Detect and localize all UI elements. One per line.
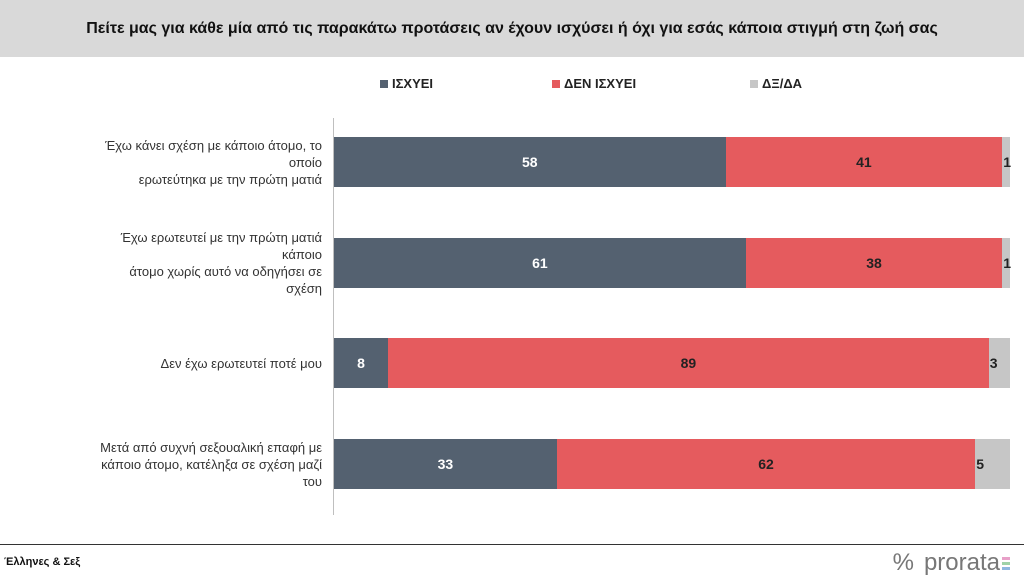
footer-divider [0, 544, 1024, 545]
data-label: 8 [357, 355, 365, 371]
data-label: 61 [532, 255, 548, 271]
bar-segment: 61 [334, 238, 746, 288]
category-label: Έχω ερωτευτεί με την πρώτη ματιά κάποιο ά… [120, 230, 322, 296]
chart-title: Πείτε μας για κάθε μία από τις παρακάτω … [86, 19, 938, 37]
data-label: 5 [976, 456, 985, 472]
data-label: 41 [856, 154, 872, 170]
legend-label: ΙΣΧΥΕΙ [392, 76, 434, 91]
legend-label: ΔΞ/ΔΑ [762, 76, 803, 91]
legend-swatch [380, 79, 388, 88]
data-label: 3 [989, 355, 998, 371]
category-label: Δεν έχω ερωτευτεί ποτέ μου [160, 355, 322, 371]
data-label: 62 [758, 456, 774, 472]
legend-swatch [552, 79, 560, 88]
data-label: 89 [680, 355, 697, 371]
data-label: 58 [521, 154, 538, 170]
logo-bars-icon [1002, 556, 1010, 570]
data-label: 38 [866, 255, 882, 271]
prorata-logo: % prorata [893, 549, 1010, 577]
data-label: 33 [437, 456, 454, 472]
bar-segment: 3 [988, 338, 1010, 388]
header-bar: Πείτε μας για κάθε μία από τις παρακάτω … [0, 0, 1024, 57]
logo-text: prorata [923, 549, 1000, 576]
bar-segment: 5 [975, 439, 1010, 489]
bar-segment: 62 [556, 439, 976, 489]
category-label: Μετά από συχνή σεξουαλική επαφή με κάποιο… [100, 439, 322, 489]
bar-segment: 89 [388, 338, 989, 388]
legend-item: ΔΞ/ΔΑ [750, 76, 802, 91]
legend-item: ΙΣΧΥΕΙ [380, 76, 433, 91]
bar-segment: 8 [334, 338, 388, 388]
legend-label: ΔΕΝ ΙΣΧΥΕΙ [564, 76, 637, 91]
percent-icon: % [892, 549, 914, 576]
source-label: Έλληνες & Σεξ [4, 556, 81, 568]
data-label: 1 [1003, 154, 1012, 170]
bar-segment: 41 [725, 137, 1003, 187]
y-axis-line [333, 118, 334, 515]
legend: ΙΣΧΥΕΙ ΔΕΝ ΙΣΧΥΕΙ ΔΞ/ΔΑ [0, 76, 1024, 94]
legend-swatch [750, 79, 758, 88]
data-label: 1 [1003, 255, 1012, 271]
bar-segment: 58 [334, 137, 726, 187]
bar-segment: 1 [1002, 137, 1012, 187]
bar-segment: 1 [1002, 238, 1012, 288]
legend-item: ΔΕΝ ΙΣΧΥΕΙ [552, 76, 636, 91]
bar-segment: 38 [745, 238, 1003, 288]
category-label: Έχω κάνει σχέση με κάποιο άτομο, το οποί… [105, 137, 322, 187]
bar-segment: 33 [334, 439, 557, 489]
